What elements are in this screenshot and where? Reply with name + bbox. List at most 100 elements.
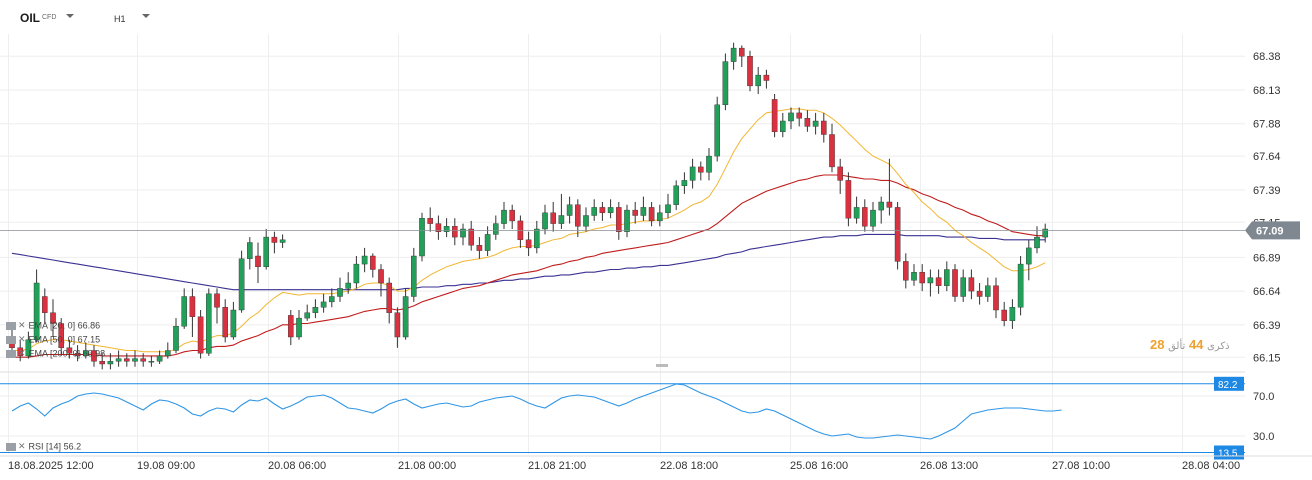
candle xyxy=(238,250,245,313)
candle-body xyxy=(525,239,532,249)
candles[interactable] xyxy=(9,42,1048,370)
ema-200-line xyxy=(11,233,1046,291)
candle-body xyxy=(894,207,901,262)
candle-body xyxy=(550,212,556,224)
candle-body xyxy=(296,317,302,338)
candle xyxy=(780,112,786,138)
candle xyxy=(993,277,999,319)
candle-body xyxy=(755,74,761,87)
current-price-label: 67.09 xyxy=(1256,225,1284,237)
time-tick-label: 21.08 21:00 xyxy=(528,460,586,472)
candle xyxy=(419,212,425,262)
candle xyxy=(320,293,327,313)
close-icon[interactable]: ✕ xyxy=(18,348,26,359)
candle-body xyxy=(493,223,499,235)
candle-body xyxy=(42,296,48,313)
candle xyxy=(903,253,909,289)
candle-body xyxy=(91,350,97,362)
candle-body xyxy=(575,204,581,227)
watermark-text-2: تألق xyxy=(1168,341,1186,352)
candle xyxy=(821,112,827,143)
candle xyxy=(566,196,573,224)
rsi-tick-label: 70.0 xyxy=(1253,391,1274,403)
price-axis: 68.3868.1367.8867.6467.3967.1566.8966.64… xyxy=(1253,51,1281,364)
candle xyxy=(804,110,811,132)
timeframe-selector[interactable]: H1 xyxy=(114,14,126,24)
candle-body xyxy=(460,228,466,238)
candle-body xyxy=(960,277,966,297)
candle-body xyxy=(607,207,614,213)
candle xyxy=(460,223,466,246)
candle xyxy=(312,299,319,319)
candle xyxy=(952,264,958,302)
candle xyxy=(411,247,417,302)
candle xyxy=(99,353,105,370)
candle xyxy=(115,350,122,367)
indicator-settings-icon[interactable] xyxy=(6,349,16,358)
pane-drag-handle xyxy=(656,364,668,367)
candle-body xyxy=(648,207,655,222)
candle xyxy=(878,196,884,224)
legend-rsi[interactable]: ✕ RSI [14] 56.2 xyxy=(6,441,81,452)
candle-body xyxy=(730,47,737,62)
pane-separator[interactable] xyxy=(0,364,1245,373)
candle-body xyxy=(115,358,122,362)
price-tick-label: 66.89 xyxy=(1253,252,1281,264)
candle-body xyxy=(189,296,196,317)
candle xyxy=(534,220,540,254)
candle-body xyxy=(304,312,311,319)
candle-body xyxy=(58,323,64,348)
candle-body xyxy=(214,293,220,308)
symbol-name[interactable]: OIL xyxy=(20,11,40,25)
legend-ema-200[interactable]: ✕ EMA [200, 0] 66.98 xyxy=(6,348,105,359)
candle-body xyxy=(82,350,89,357)
candle xyxy=(935,269,942,294)
candle xyxy=(1017,256,1024,316)
candle-body xyxy=(345,282,352,289)
close-icon[interactable]: ✕ xyxy=(18,334,26,345)
candle-body xyxy=(427,217,434,224)
timeframe-chevron-down-icon[interactable] xyxy=(142,14,150,18)
ema-50-line xyxy=(12,174,1046,358)
candle xyxy=(279,234,286,248)
indicator-settings-icon[interactable] xyxy=(6,321,16,330)
candle xyxy=(722,53,729,111)
close-icon[interactable]: ✕ xyxy=(18,320,26,331)
candle xyxy=(788,107,794,130)
indicator-settings-icon[interactable] xyxy=(6,335,16,344)
rsi-pane: 70.0 30.0 82.2 13.5 xyxy=(0,376,1274,460)
candle xyxy=(607,199,614,219)
candle xyxy=(337,277,343,302)
candle xyxy=(370,253,376,278)
candle xyxy=(771,94,778,138)
candle xyxy=(230,301,237,340)
candle-body xyxy=(320,301,327,308)
candle-body xyxy=(337,288,343,297)
candle-body xyxy=(886,201,893,208)
legend-ema-20[interactable]: ✕ EMA [20, 0] 66.86 xyxy=(6,320,100,331)
legend-ema-50[interactable]: ✕ EMA [50, 0] 67.15 xyxy=(6,334,100,345)
candle-body xyxy=(689,166,696,181)
candle-body xyxy=(1001,309,1007,322)
candle-body xyxy=(222,307,229,338)
candle-body xyxy=(952,269,958,297)
candle-body xyxy=(132,358,138,362)
candle xyxy=(698,161,704,181)
symbol-chevron-down-icon[interactable] xyxy=(66,14,74,18)
candle-body xyxy=(788,112,794,122)
candle-body xyxy=(329,296,335,303)
indicator-settings-icon[interactable] xyxy=(6,442,16,451)
candle xyxy=(222,299,229,343)
candle xyxy=(706,148,712,181)
candle xyxy=(976,283,983,305)
candle-body xyxy=(780,120,786,133)
candle-body xyxy=(534,228,540,249)
candle-body xyxy=(591,207,597,216)
candle-body xyxy=(903,261,909,281)
candle-body xyxy=(263,236,270,268)
candle-body xyxy=(542,212,548,230)
candle xyxy=(296,310,302,340)
close-icon[interactable]: ✕ xyxy=(18,441,26,452)
price-tick-label: 66.39 xyxy=(1253,320,1281,332)
